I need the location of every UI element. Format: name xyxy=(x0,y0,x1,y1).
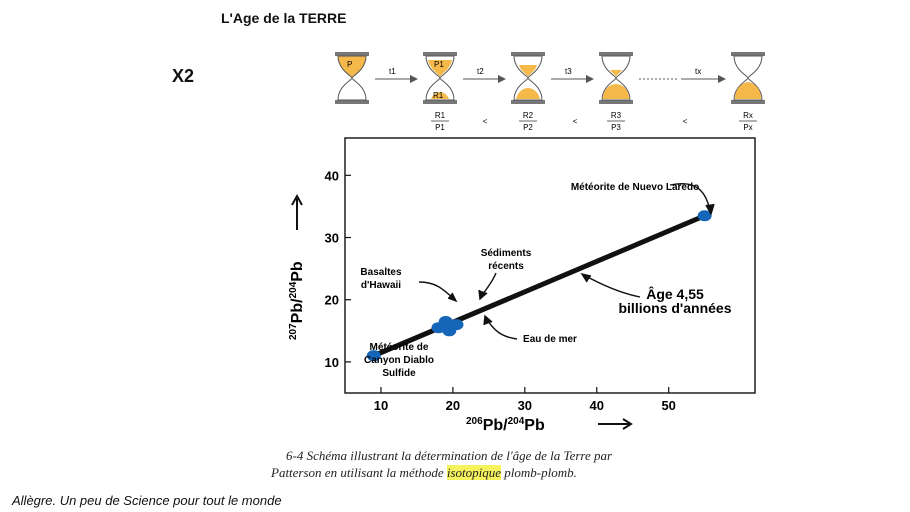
svg-text:207Pb/204Pb: 207Pb/204Pb xyxy=(288,261,306,340)
arrow-t1-label: t1 xyxy=(389,67,396,76)
arrow-t2-label: t2 xyxy=(477,67,484,76)
x-axis-label: 206Pb/204Pb xyxy=(466,416,545,434)
comparator-3: < xyxy=(683,117,688,126)
data-point-3 xyxy=(438,315,453,327)
hourglass-0-top-label: P xyxy=(347,60,352,69)
y-tick-label: 30 xyxy=(325,231,339,246)
y-tick-label: 10 xyxy=(325,355,339,370)
x-tick-label: 30 xyxy=(518,398,532,413)
ratio-1-den: P1 xyxy=(435,123,445,132)
ratio-x-den: Px xyxy=(743,123,752,132)
page-title: L'Age de la TERRE xyxy=(221,10,347,26)
pointer-basaltes xyxy=(418,281,455,300)
label-eau-de-mer: Eau de mer xyxy=(523,334,577,345)
label-nuevo-laredo: Météorite de Nuevo Laredo xyxy=(571,182,699,193)
ratio-3-den: P3 xyxy=(611,123,621,132)
x-axis-arrow xyxy=(598,418,633,430)
highlighted-word: isotopique xyxy=(446,465,502,480)
ratio-2-den: P2 xyxy=(523,123,533,132)
data-point-5 xyxy=(697,210,712,222)
y-axis-arrow xyxy=(291,193,303,230)
source-footer: Allègre. Un peu de Science pour tout le … xyxy=(12,493,282,508)
hourglass-4 xyxy=(731,52,765,104)
label-basaltes-2: d'Hawaii xyxy=(361,280,401,291)
figure-caption-line-1: 6-4 Schéma illustrant la détermination d… xyxy=(286,448,613,463)
plot-frame xyxy=(344,137,756,394)
hourglass-0: P xyxy=(335,52,369,104)
hourglass-1-bottom-label: R1 xyxy=(433,91,444,100)
hourglass-2 xyxy=(511,52,545,104)
data-point-0 xyxy=(366,350,381,362)
label-sediments-2: récents xyxy=(488,261,524,272)
label-canyon-1: Météorite de xyxy=(370,342,429,353)
hourglass-1-top-label: P1 xyxy=(434,60,444,69)
comparator-1: < xyxy=(483,117,488,126)
y-axis-label: 207Pb/204Pb xyxy=(288,261,306,340)
hourglass-3 xyxy=(599,52,633,104)
hourglass-diagram: P P1 R1 t1 t2 t3 xyxy=(335,52,765,132)
x-tick-label: 10 xyxy=(374,398,388,413)
arrow-t3-label: t3 xyxy=(565,67,572,76)
ratio-3-num: R3 xyxy=(611,111,622,120)
isochron-line xyxy=(371,213,708,359)
ratio-x-num: Rx xyxy=(743,111,753,120)
y-tick-label: 20 xyxy=(325,293,339,308)
y-tick-label: 40 xyxy=(325,168,339,183)
label-sediments-1: Sédiments xyxy=(481,248,532,259)
figure-caption-line-2: Patterson en utilisant la méthode isotop… xyxy=(271,465,577,480)
ratio-2-num: R2 xyxy=(523,111,534,120)
x-tick-label: 50 xyxy=(661,398,675,413)
label-canyon-2: Canyon Diablo xyxy=(364,355,434,366)
label-age-2: billions d'années xyxy=(618,300,731,316)
label-age-1: Âge 4,55 xyxy=(646,285,704,302)
label-canyon-3: Sulfide xyxy=(382,368,416,379)
data-point-4 xyxy=(449,319,464,331)
slide-marker: X2 xyxy=(172,66,195,86)
hourglass-1: P1 R1 xyxy=(423,52,457,104)
isochron-chart: 10 20 30 40 50 10 20 30 40 206Pb/204Pb 207Pb/204… xyxy=(288,137,756,434)
comparator-2: < xyxy=(573,117,578,126)
label-basaltes-1: Basaltes xyxy=(360,267,402,278)
pointer-age xyxy=(583,274,641,298)
x-tick-label: 20 xyxy=(446,398,460,413)
x-tick-label: 40 xyxy=(590,398,604,413)
arrow-tx-label: tx xyxy=(695,67,701,76)
ratio-1-num: R1 xyxy=(435,111,446,120)
